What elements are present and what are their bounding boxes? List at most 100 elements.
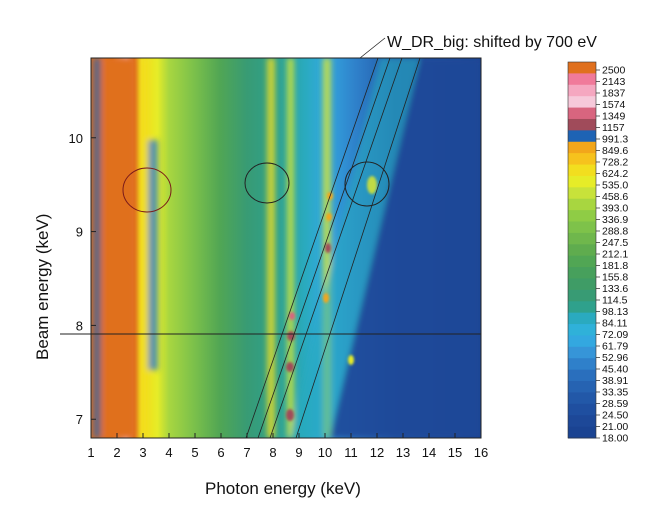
diagonal-cyan-band	[290, 58, 420, 438]
colorbar-label: 28.59	[602, 398, 628, 410]
colorbar-label: 247.5	[602, 237, 628, 249]
x-tick-label: 9	[295, 445, 302, 460]
colorbar-label: 98.13	[602, 306, 628, 318]
hot-spot	[289, 312, 295, 320]
colorbar-label: 336.9	[602, 214, 628, 226]
colorbar-swatch	[568, 392, 596, 405]
colorbar-swatch	[568, 244, 596, 257]
colorbar-label: 535.0	[602, 180, 628, 192]
colorbar-swatch	[568, 84, 596, 97]
x-tick-label: 15	[448, 445, 462, 460]
colorbar-label: 21.00	[602, 421, 628, 433]
y-axis-ticks: 7 8 9 10	[69, 131, 96, 427]
colorbar-label: 2500	[602, 65, 626, 77]
colorbar-swatch	[568, 381, 596, 393]
x-tick-label: 5	[191, 445, 198, 460]
colorbar-swatch	[568, 403, 596, 416]
y-tick-label: 8	[76, 318, 83, 333]
colorbar-label: 38.91	[602, 375, 628, 387]
x-tick-label: 12	[370, 445, 384, 460]
colorbar-swatch	[568, 107, 596, 120]
x-axis-label: Photon energy (keV)	[205, 479, 361, 498]
plot-frame	[90, 57, 482, 439]
colorbar-swatch	[568, 198, 596, 211]
colorbar-swatch	[568, 153, 596, 166]
colorbar-label: 393.0	[602, 203, 628, 215]
colorbar-label: 1157	[602, 122, 625, 134]
colorbar-swatch	[568, 164, 596, 177]
colorbar-label: 2143	[602, 76, 626, 88]
colorbar-label: 18.00	[602, 433, 628, 445]
column-3-7kev	[148, 140, 158, 370]
x-tick-label: 10	[318, 445, 332, 460]
colorbar-swatch	[568, 130, 596, 143]
colorbar-swatch	[568, 278, 596, 291]
colorbar-swatch	[568, 289, 596, 302]
colorbar-label: 24.50	[602, 410, 628, 422]
colorbar-swatch	[568, 232, 596, 245]
guide-line	[245, 58, 379, 438]
colorbar-label: 72.09	[602, 329, 628, 341]
y-axis-label: Beam energy (keV)	[33, 214, 52, 360]
x-tick-label: 8	[269, 445, 276, 460]
x-tick-label: 3	[139, 445, 146, 460]
guide-line	[269, 58, 403, 438]
annotation-circle	[244, 162, 290, 204]
colorbar-label: 33.35	[602, 387, 628, 399]
hot-spot	[286, 409, 294, 421]
colorbar-swatch	[568, 62, 596, 74]
colorbar-label: 624.2	[602, 168, 628, 180]
x-tick-label: 6	[217, 445, 224, 460]
colorbar-label: 114.5	[602, 295, 628, 307]
colorbar: 250021431837157413491157991.3849.6728.26…	[567, 61, 628, 445]
right-dark-region	[330, 58, 481, 438]
colorbar-swatch	[568, 369, 596, 382]
y-tick-label: 9	[76, 225, 83, 240]
orange-band	[104, 58, 136, 438]
y-tick-label: 7	[76, 412, 83, 427]
colorbar-swatch	[568, 221, 596, 234]
hot-spot	[367, 176, 377, 194]
y-tick-label: 10	[69, 131, 83, 146]
annotation-circle	[122, 167, 172, 213]
colorbar-label: 1349	[602, 111, 626, 123]
x-tick-label: 7	[243, 445, 250, 460]
x-axis-ticks: 1 2 3 4 5 6 7 8 9 10 11 12 13 14 15 16	[87, 433, 488, 460]
colorbar-label: 61.79	[602, 341, 628, 353]
x-tick-label: 11	[344, 445, 358, 460]
colorbar-label: 133.6	[602, 283, 628, 295]
colorbar-label: 458.6	[602, 191, 628, 203]
colorbar-swatch	[568, 267, 596, 279]
line-8kev	[267, 58, 275, 438]
colorbar-swatch	[568, 415, 596, 428]
hot-spot	[323, 293, 329, 303]
colorbar-label: 728.2	[602, 157, 628, 169]
colorbar-label: 849.6	[602, 145, 628, 157]
colorbar-swatch	[568, 335, 596, 348]
x-tick-label: 14	[422, 445, 436, 460]
colorbar-frame	[567, 61, 597, 439]
colorbar-swatch	[568, 210, 596, 223]
x-tick-label: 4	[165, 445, 172, 460]
colorbar-swatch	[568, 118, 596, 131]
colorbar-label: 155.8	[602, 272, 628, 284]
colorbar-swatch	[568, 358, 596, 371]
colorbar-swatch	[568, 346, 596, 359]
colorbar-swatch	[568, 187, 596, 200]
chart-title: W_DR_big: shifted by 700 eV	[387, 34, 597, 51]
title-leader-line	[359, 37, 386, 59]
hot-spot	[325, 243, 331, 253]
colorbar-label: 1574	[602, 99, 626, 111]
hot-spot	[348, 355, 354, 365]
colorbar-label: 212.1	[602, 249, 628, 261]
left-edge-streak	[93, 58, 101, 438]
colorbar-label: 288.8	[602, 226, 628, 238]
colorbar-swatch	[568, 426, 596, 439]
hot-spot	[286, 362, 294, 372]
colorbar-label: 52.96	[602, 352, 628, 364]
guide-line	[257, 58, 391, 438]
colorbar-swatch	[568, 312, 596, 325]
x-tick-label: 2	[113, 445, 120, 460]
hot-spot	[326, 213, 332, 221]
